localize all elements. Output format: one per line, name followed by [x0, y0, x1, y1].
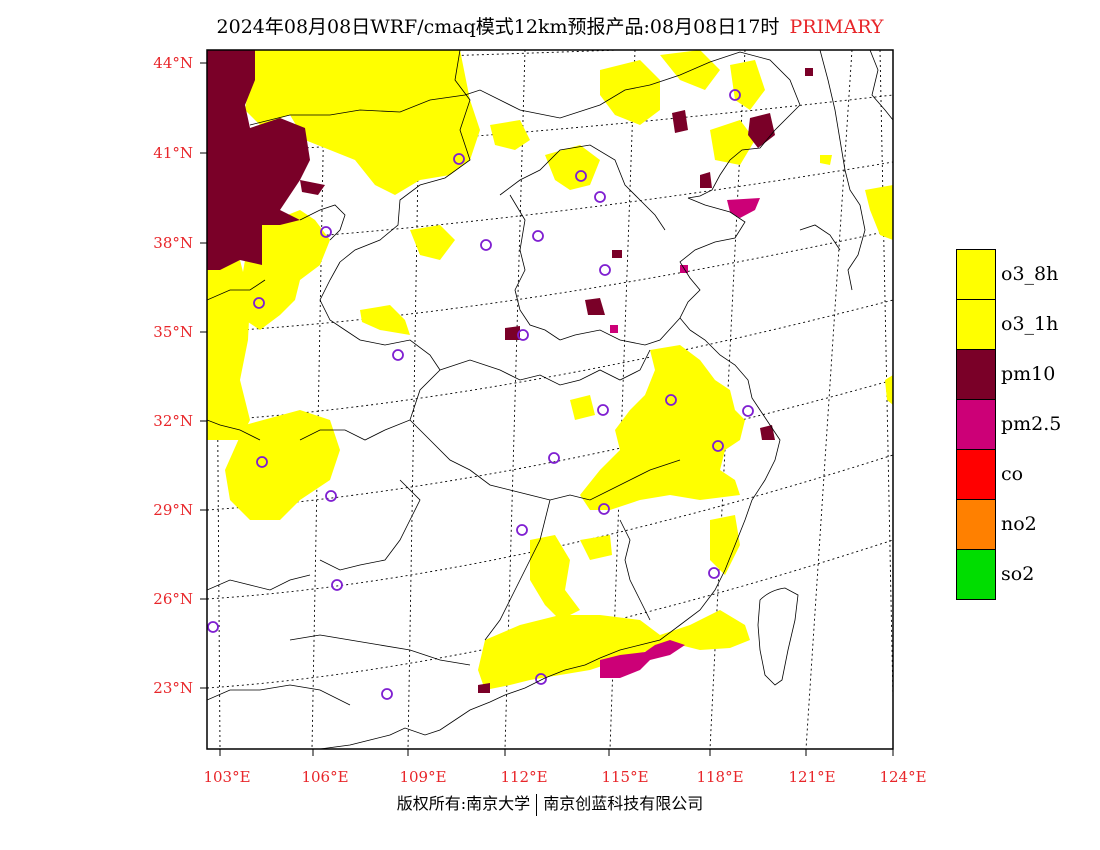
lat-label: 23°N [153, 679, 193, 697]
lon-label: 103°E [203, 768, 250, 786]
lon-label: 118°E [696, 768, 743, 786]
legend-label: pm10 [1001, 363, 1056, 385]
pm25-regions [600, 198, 760, 678]
legend-swatch [956, 349, 996, 400]
primary-label: PRIMARY [789, 16, 884, 38]
copyright-left: 版权所有:南京大学 [396, 794, 531, 813]
lat-label: 38°N [153, 234, 193, 252]
legend-label: so2 [1001, 563, 1035, 585]
pm10-regions [207, 50, 813, 693]
boundaries [207, 50, 893, 749]
lat-label: 44°N [153, 54, 193, 72]
legend-swatch [956, 249, 996, 300]
lon-label: 121°E [788, 768, 835, 786]
lon-label: 112°E [500, 768, 547, 786]
legend-swatch [956, 549, 996, 600]
copyright: 版权所有:南京大学 南京创蓝科技有限公司 [0, 790, 1100, 816]
lon-label: 115°E [601, 768, 648, 786]
legend-label: o3_1h [1001, 313, 1059, 335]
lat-label: 35°N [153, 323, 193, 341]
latitude-axis: 44°N 41°N 38°N 35°N 32°N 29°N 26°N 23°N [153, 54, 207, 697]
legend-swatch [956, 499, 996, 550]
legend-swatch [956, 399, 996, 450]
longitude-axis: 103°E 106°E 109°E 112°E 115°E 118°E 121°… [203, 749, 927, 786]
legend-label: co [1001, 463, 1024, 485]
legend-label: no2 [1001, 513, 1037, 535]
copyright-right: 南京创蓝科技有限公司 [543, 794, 704, 813]
legend-swatch [956, 299, 996, 350]
map-title: 2024年08月08日WRF/cmaq模式12km预报产品:08月08日17时 P… [0, 12, 1100, 39]
lat-label: 32°N [153, 412, 193, 430]
copyright-divider [536, 793, 538, 816]
lat-label: 41°N [153, 144, 193, 162]
lat-label: 26°N [153, 590, 193, 608]
map-frame [206, 49, 894, 750]
monitoring-stations [207, 89, 754, 700]
legend-label: pm2.5 [1001, 413, 1062, 435]
legend-label: o3_8h [1001, 263, 1059, 285]
legend-swatch [956, 449, 996, 500]
lat-label: 29°N [153, 501, 193, 519]
lon-label: 109°E [399, 768, 446, 786]
title-text: 2024年08月08日WRF/cmaq模式12km预报产品:08月08日17时 [216, 16, 780, 38]
lon-label: 106°E [301, 768, 348, 786]
lon-label: 124°E [879, 768, 926, 786]
o3-regions [207, 50, 893, 690]
